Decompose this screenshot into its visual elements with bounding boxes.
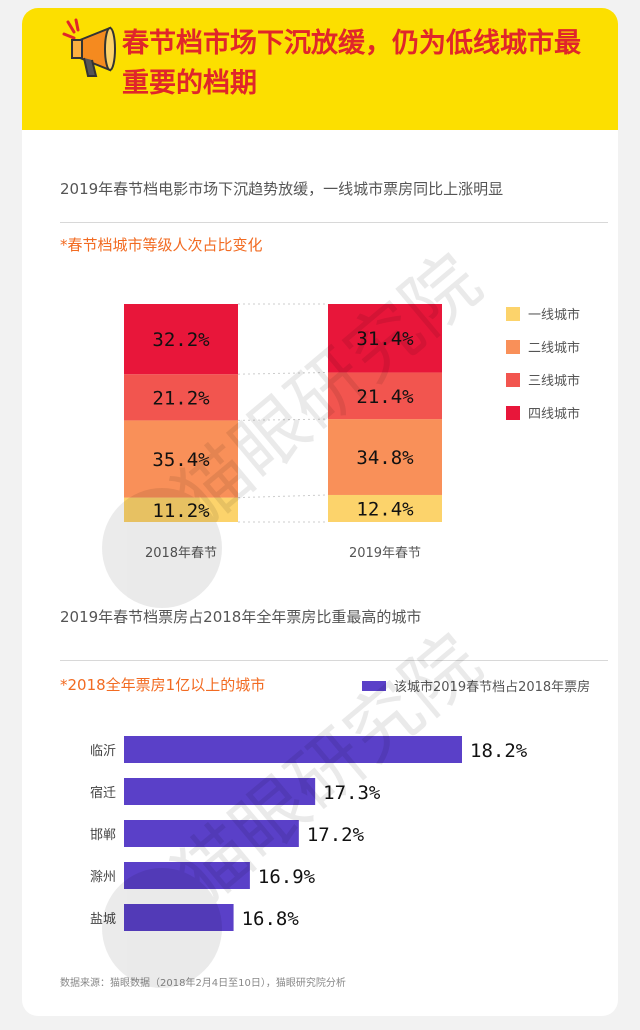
bar-segment bbox=[328, 304, 442, 373]
bar-segment bbox=[124, 420, 238, 498]
bar-value-label: 11.2% bbox=[152, 500, 210, 522]
section2-subtitle: 2019年春节档票房占2018年全年票房比重最高的城市 bbox=[60, 608, 422, 626]
divider bbox=[60, 222, 608, 223]
hbar-value-label: 16.9% bbox=[258, 866, 316, 888]
bar-value-label: 21.2% bbox=[152, 387, 210, 409]
bar-value-label: 12.4% bbox=[356, 498, 414, 520]
legend-swatch bbox=[506, 373, 520, 387]
bar-value-label: 32.2% bbox=[152, 329, 210, 351]
bar-value-label: 34.8% bbox=[356, 447, 414, 469]
legend-label: 三线城市 bbox=[528, 374, 581, 389]
bar-value-label: 21.4% bbox=[356, 386, 414, 408]
header-banner: 春节档市场下沉放缓，仍为低线城市最重要的档期 bbox=[22, 8, 618, 130]
hbar bbox=[124, 820, 299, 847]
hbar-value-label: 17.2% bbox=[307, 824, 365, 846]
hbar-category-label: 滁州 bbox=[90, 869, 116, 885]
bar-segment bbox=[124, 304, 238, 375]
section1-label: *春节档城市等级人次占比变化 bbox=[60, 236, 263, 254]
bar-segment bbox=[124, 374, 238, 421]
hbar-category-label: 临沂 bbox=[90, 744, 116, 759]
bar-segment bbox=[328, 494, 442, 522]
page-title: 春节档市场下沉放缓，仍为低线城市最重要的档期 bbox=[122, 28, 581, 99]
source-note: 数据来源：猫眼数据（2018年2月4日至10日），猫眼研究院分析 bbox=[60, 978, 346, 989]
bar-segment bbox=[328, 419, 442, 495]
bar-segment bbox=[124, 497, 238, 522]
bar-segment bbox=[328, 372, 442, 420]
legend-item: 四线城市 bbox=[506, 403, 580, 422]
hbar-legend: 该城市2019春节档占2018年票房 bbox=[362, 676, 590, 695]
legend-label: 四线城市 bbox=[528, 407, 581, 422]
hbar-category-label: 宿迁 bbox=[90, 785, 116, 801]
connector-line bbox=[237, 371, 329, 375]
hbar-legend-swatch bbox=[362, 681, 386, 691]
megaphone-icon bbox=[62, 18, 116, 77]
stacked-bar-chart-svg: 11.2% 35.4% 21.2% 32.2% 2018年春节 12.4% 34.8% 21.… bbox=[124, 303, 442, 561]
hbar-value-label: 17.3% bbox=[323, 782, 381, 804]
hbar-value-label: 16.8% bbox=[242, 908, 300, 930]
legend-label: 二线城市 bbox=[528, 341, 581, 356]
infographic-card: 春节档市场下沉放缓，仍为低线城市最重要的档期 2019年春节档电影市场下沉趋势放… bbox=[22, 8, 618, 1016]
horizontal-bar-chart-svg: 临沂 18.2% 宿迁 17.3% 邯郸 17.2% 滁州 16.9% 盐城 16.8% bbox=[90, 736, 528, 931]
hbar-category-label: 盐城 bbox=[90, 912, 116, 927]
legend-swatch bbox=[506, 406, 520, 420]
legend-swatch bbox=[506, 340, 520, 354]
connector-line bbox=[237, 494, 329, 499]
bar-value-label: 35.4% bbox=[152, 449, 210, 471]
hbar bbox=[124, 736, 462, 763]
divider bbox=[60, 660, 608, 661]
hbar-legend-text: 该城市2019春节档占2018年票房 bbox=[394, 680, 591, 695]
hbar bbox=[124, 778, 316, 805]
hbar bbox=[124, 904, 234, 931]
legend-label: 一线城市 bbox=[528, 308, 581, 323]
hbar bbox=[124, 862, 250, 889]
legend-swatch bbox=[506, 307, 520, 321]
legend-item: 三线城市 bbox=[506, 370, 580, 389]
legend-item: 一线城市 bbox=[506, 304, 580, 323]
section1-subtitle: 2019年春节档电影市场下沉趋势放缓，一线城市票房同比上涨明显 bbox=[60, 180, 504, 198]
category-label: 2018年春节 bbox=[145, 546, 217, 561]
hbar-value-label: 18.2% bbox=[470, 740, 528, 762]
category-label: 2019年春节 bbox=[349, 546, 421, 561]
hbar-category-label: 邯郸 bbox=[90, 828, 116, 843]
legend-item: 二线城市 bbox=[506, 337, 580, 356]
bar-value-label: 31.4% bbox=[356, 328, 414, 350]
connector-line bbox=[237, 418, 329, 421]
section2-label: *2018全年票房1亿以上的城市 bbox=[60, 676, 266, 694]
